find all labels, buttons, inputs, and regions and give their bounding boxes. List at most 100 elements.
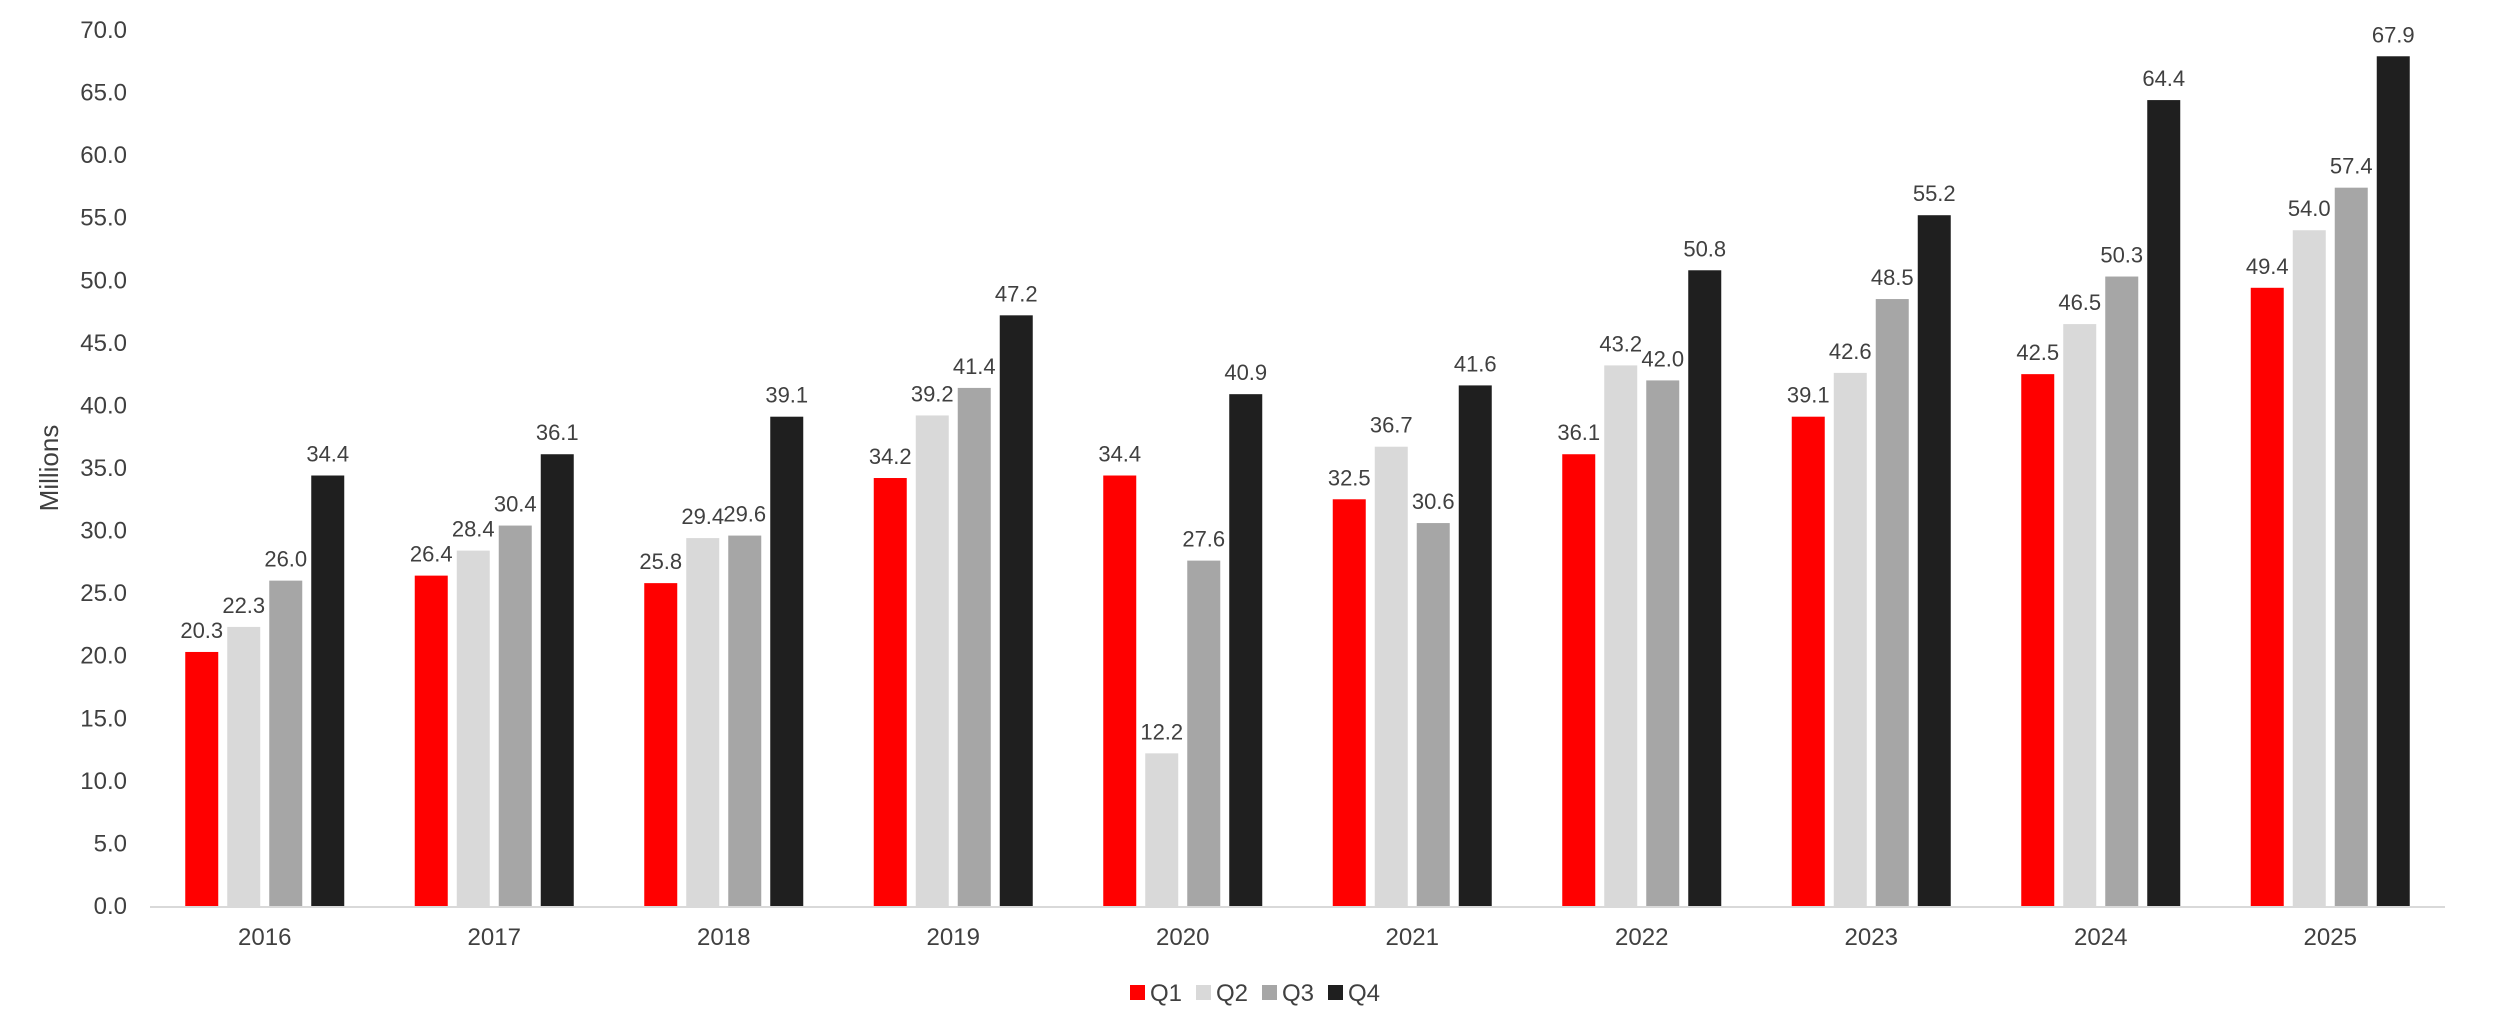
data-label-q4-2019: 47.2 [995, 281, 1038, 306]
data-label-q2-2025: 54.0 [2288, 196, 2331, 221]
bar-q3-2025 [2334, 187, 2368, 906]
data-label-q2-2019: 39.2 [911, 381, 954, 406]
data-label-q3-2024: 50.3 [2100, 243, 2143, 268]
bar-q2-2025 [2292, 230, 2326, 906]
bar-q1-2021 [1332, 499, 1366, 906]
data-label-q2-2018: 29.4 [681, 504, 724, 529]
x-tick-label: 2021 [1386, 924, 1439, 951]
data-label-q3-2020: 27.6 [1182, 527, 1225, 552]
bar-q4-2020 [1229, 394, 1263, 906]
bar-q2-2019 [915, 415, 949, 906]
data-label-q4-2022: 50.8 [1683, 236, 1726, 261]
bar-q1-2020 [1103, 475, 1137, 906]
data-label-q4-2023: 55.2 [1913, 181, 1956, 206]
data-label-q3-2021: 30.6 [1412, 489, 1455, 514]
data-label-q3-2025: 57.4 [2330, 154, 2373, 179]
y-tick-label: 50.0 [80, 267, 127, 294]
bar-q3-2018 [728, 535, 762, 906]
bar-q2-2017 [456, 550, 490, 906]
bar-q4-2019 [999, 315, 1033, 907]
x-tick-label: 2024 [2074, 924, 2127, 951]
legend-label-q1: Q1 [1150, 980, 1182, 1007]
data-label-q2-2021: 36.7 [1370, 413, 1413, 438]
data-label-q1-2017: 26.4 [410, 542, 453, 567]
bar-q3-2024 [2105, 276, 2139, 906]
legend-label-q3: Q3 [1282, 980, 1314, 1007]
bar-q3-2016 [269, 580, 303, 906]
bars [185, 56, 2410, 907]
data-label-q1-2025: 49.4 [2246, 254, 2289, 279]
bar-q2-2018 [686, 538, 720, 906]
y-tick-label: 55.0 [80, 205, 127, 232]
data-label-q3-2017: 30.4 [494, 492, 537, 517]
x-tick-label: 2016 [238, 924, 291, 951]
x-tick-label: 2018 [697, 924, 750, 951]
legend-label-q4: Q4 [1348, 980, 1380, 1007]
data-label-q3-2016: 26.0 [264, 547, 307, 572]
x-axis: 2016 2017 2018 2019 2020 2021 2022 2023 2024 2025 [238, 924, 2357, 951]
data-label-q3-2022: 42.0 [1641, 346, 1684, 371]
y-tick-label: 45.0 [80, 330, 127, 357]
bar-q2-2024 [2063, 324, 2097, 907]
bar-q3-2023 [1875, 299, 1909, 906]
y-tick-label: 25.0 [80, 580, 127, 607]
x-tick-label: 2025 [2304, 924, 2357, 951]
y-tick-label: 35.0 [80, 455, 127, 482]
x-tick-label: 2020 [1156, 924, 1209, 951]
data-label-q2-2024: 46.5 [2058, 290, 2101, 315]
bar-q4-2016 [311, 475, 345, 906]
bar-q3-2017 [498, 525, 532, 906]
x-tick-label: 2022 [1615, 924, 1668, 951]
legend-swatch-q4 [1328, 985, 1343, 1000]
data-label-q1-2016: 20.3 [180, 618, 223, 643]
bar-q4-2022 [1688, 270, 1722, 906]
x-tick-label: 2017 [468, 924, 521, 951]
data-label-q4-2021: 41.6 [1454, 351, 1497, 376]
data-label-q1-2023: 39.1 [1787, 383, 1830, 408]
x-tick-label: 2023 [1845, 924, 1898, 951]
y-tick-label: 30.0 [80, 518, 127, 545]
y-axis: 0.0 5.0 10.0 15.0 20.0 25.0 30.0 35.0 40.0 45.0 50… [80, 17, 127, 920]
bar-q1-2023 [1791, 416, 1825, 906]
legend-label-q2: Q2 [1216, 980, 1248, 1007]
bar-q2-2016 [227, 626, 261, 906]
y-tick-label: 70.0 [80, 17, 127, 44]
legend-swatch-q3 [1262, 985, 1277, 1000]
bar-q4-2021 [1458, 385, 1492, 906]
data-label-q1-2018: 25.8 [639, 549, 682, 574]
data-label-q2-2017: 28.4 [452, 517, 495, 542]
data-label-q2-2016: 22.3 [222, 593, 265, 618]
y-axis-title: Millions [34, 425, 64, 512]
data-label-q1-2021: 32.5 [1328, 465, 1371, 490]
data-label-q3-2018: 29.6 [723, 502, 766, 527]
data-label-q4-2020: 40.9 [1224, 360, 1267, 385]
bar-q1-2024 [2021, 374, 2055, 907]
x-tick-label: 2019 [927, 924, 980, 951]
data-label-q4-2018: 39.1 [765, 383, 808, 408]
data-label-q4-2025: 67.9 [2372, 22, 2415, 47]
y-tick-label: 5.0 [94, 830, 127, 857]
data-label-q4-2016: 34.4 [306, 442, 349, 467]
data-label-q3-2023: 48.5 [1871, 265, 1914, 290]
y-tick-label: 10.0 [80, 768, 127, 795]
y-tick-label: 15.0 [80, 705, 127, 732]
legend: Q1 Q2 Q3 Q4 [1130, 980, 1380, 1007]
bar-q4-2018 [770, 416, 804, 906]
data-label-q3-2019: 41.4 [953, 354, 996, 379]
bar-q2-2020 [1145, 753, 1179, 906]
y-tick-label: 20.0 [80, 643, 127, 670]
data-label-q2-2020: 12.2 [1140, 719, 1183, 744]
data-label-q1-2020: 34.4 [1098, 442, 1141, 467]
bar-q3-2020 [1187, 560, 1221, 906]
y-tick-label: 60.0 [80, 142, 127, 169]
bar-q3-2019 [957, 387, 991, 906]
data-label-q2-2023: 42.6 [1829, 339, 1872, 364]
bar-q2-2021 [1374, 446, 1408, 906]
data-label-q1-2022: 36.1 [1557, 420, 1600, 445]
bar-q1-2019 [873, 478, 907, 906]
y-tick-label: 40.0 [80, 392, 127, 419]
bar-q4-2017 [540, 454, 574, 906]
bar-q3-2022 [1646, 380, 1680, 906]
bar-q2-2022 [1604, 365, 1638, 907]
